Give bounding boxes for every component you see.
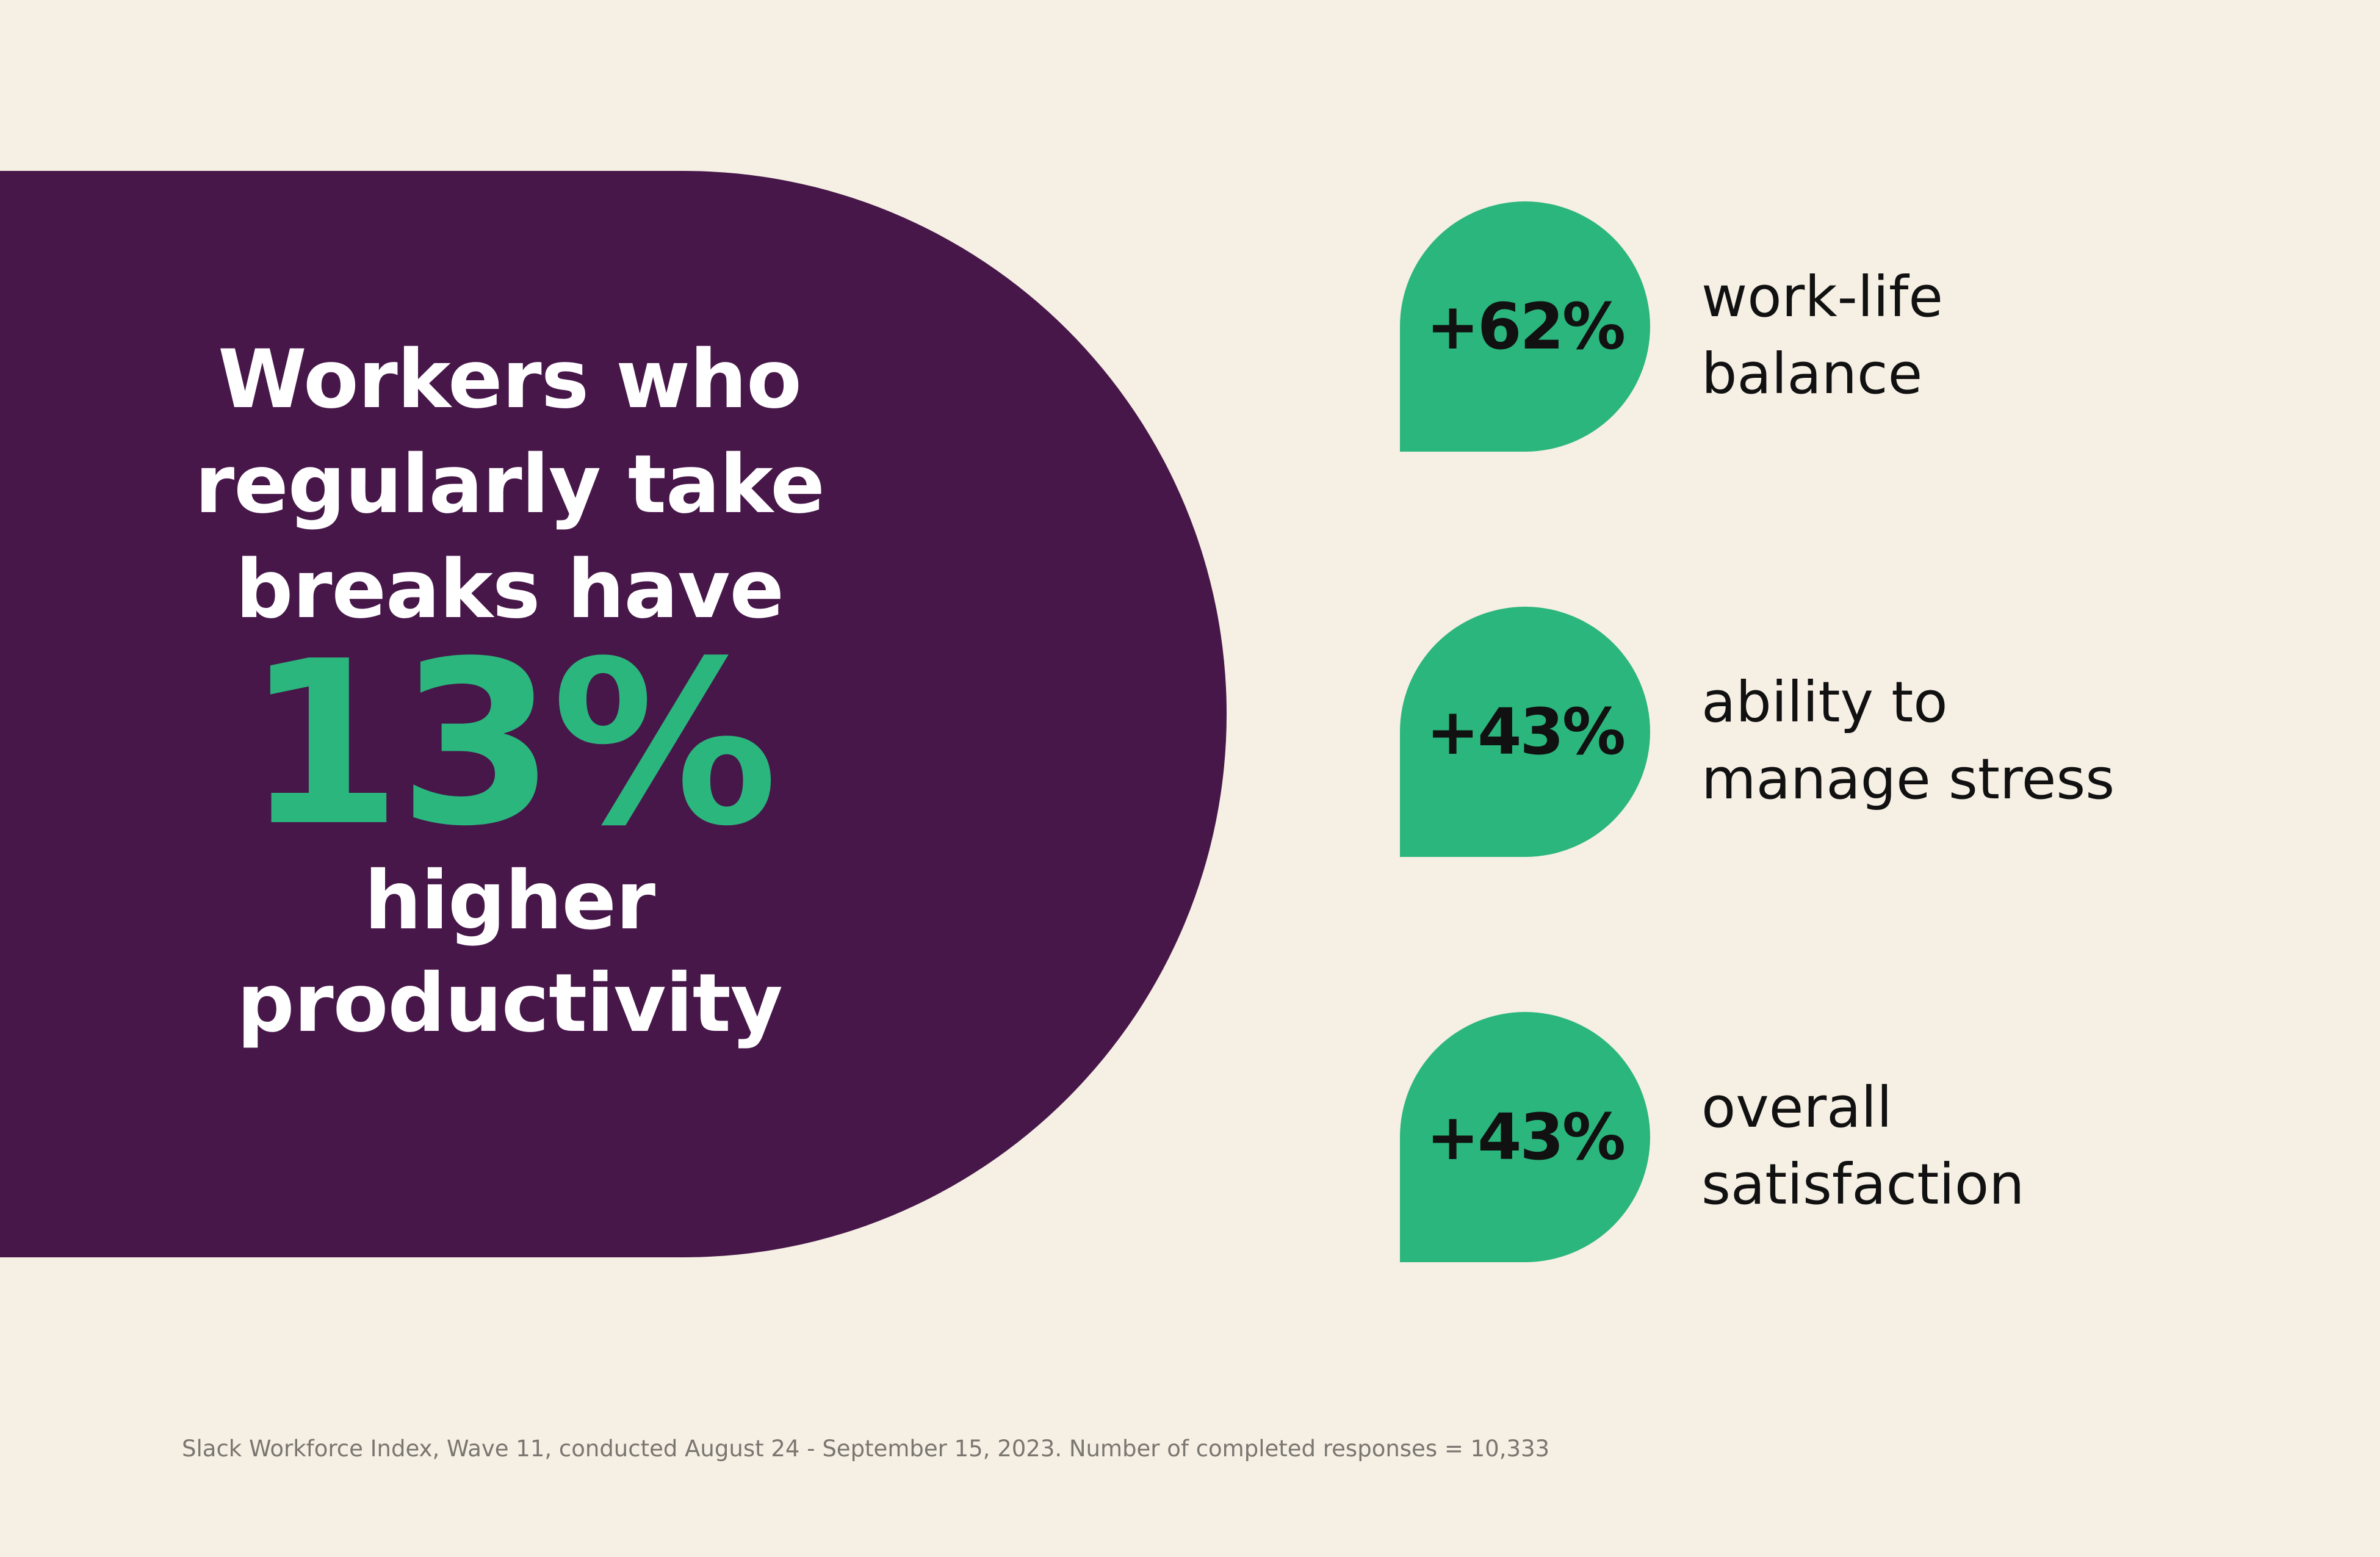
stat-overall-satisfaction: +43% overall satisfaction bbox=[1400, 1012, 2254, 1262]
stat-manage-stress: +43% ability to manage stress bbox=[1400, 607, 2254, 857]
hero-intro-line: Workers who bbox=[218, 333, 802, 427]
hero-outro: higher productivity bbox=[0, 850, 1019, 1055]
stat-value: +43% bbox=[1426, 695, 1626, 769]
stat-badge: +43% bbox=[1400, 1012, 1650, 1262]
stat-label-line: manage stress bbox=[1701, 746, 2115, 812]
stat-badge: +43% bbox=[1400, 607, 1650, 857]
hero-outro-line: productivity bbox=[237, 956, 783, 1050]
stat-value: +62% bbox=[1426, 289, 1626, 364]
hero-intro-line: breaks have bbox=[235, 543, 784, 637]
hero-panel bbox=[0, 171, 1227, 1257]
hero-intro-line: regularly take bbox=[195, 438, 825, 532]
stat-label: overall satisfaction bbox=[1701, 1069, 2024, 1223]
stat-label-line: balance bbox=[1701, 341, 1923, 406]
hero-big-value: 13% bbox=[245, 613, 778, 876]
stat-work-life-balance: +62% work-life balance bbox=[1400, 201, 2254, 452]
stat-badge: +62% bbox=[1400, 201, 1650, 452]
source-footnote: Slack Workforce Index, Wave 11, conducte… bbox=[182, 1436, 1550, 1462]
stat-label: work-life balance bbox=[1701, 259, 1943, 413]
stat-label-line: satisfaction bbox=[1701, 1152, 2025, 1217]
hero-intro: Workers who regularly take breaks have bbox=[0, 327, 1019, 642]
stat-label-line: overall bbox=[1701, 1075, 1892, 1140]
stat-label-line: ability to bbox=[1701, 670, 1948, 735]
hero-outro-line: higher bbox=[364, 854, 655, 948]
stat-label: ability to manage stress bbox=[1701, 664, 2115, 818]
stat-value: +43% bbox=[1426, 1100, 1626, 1174]
stat-label-line: work-life bbox=[1701, 264, 1943, 330]
